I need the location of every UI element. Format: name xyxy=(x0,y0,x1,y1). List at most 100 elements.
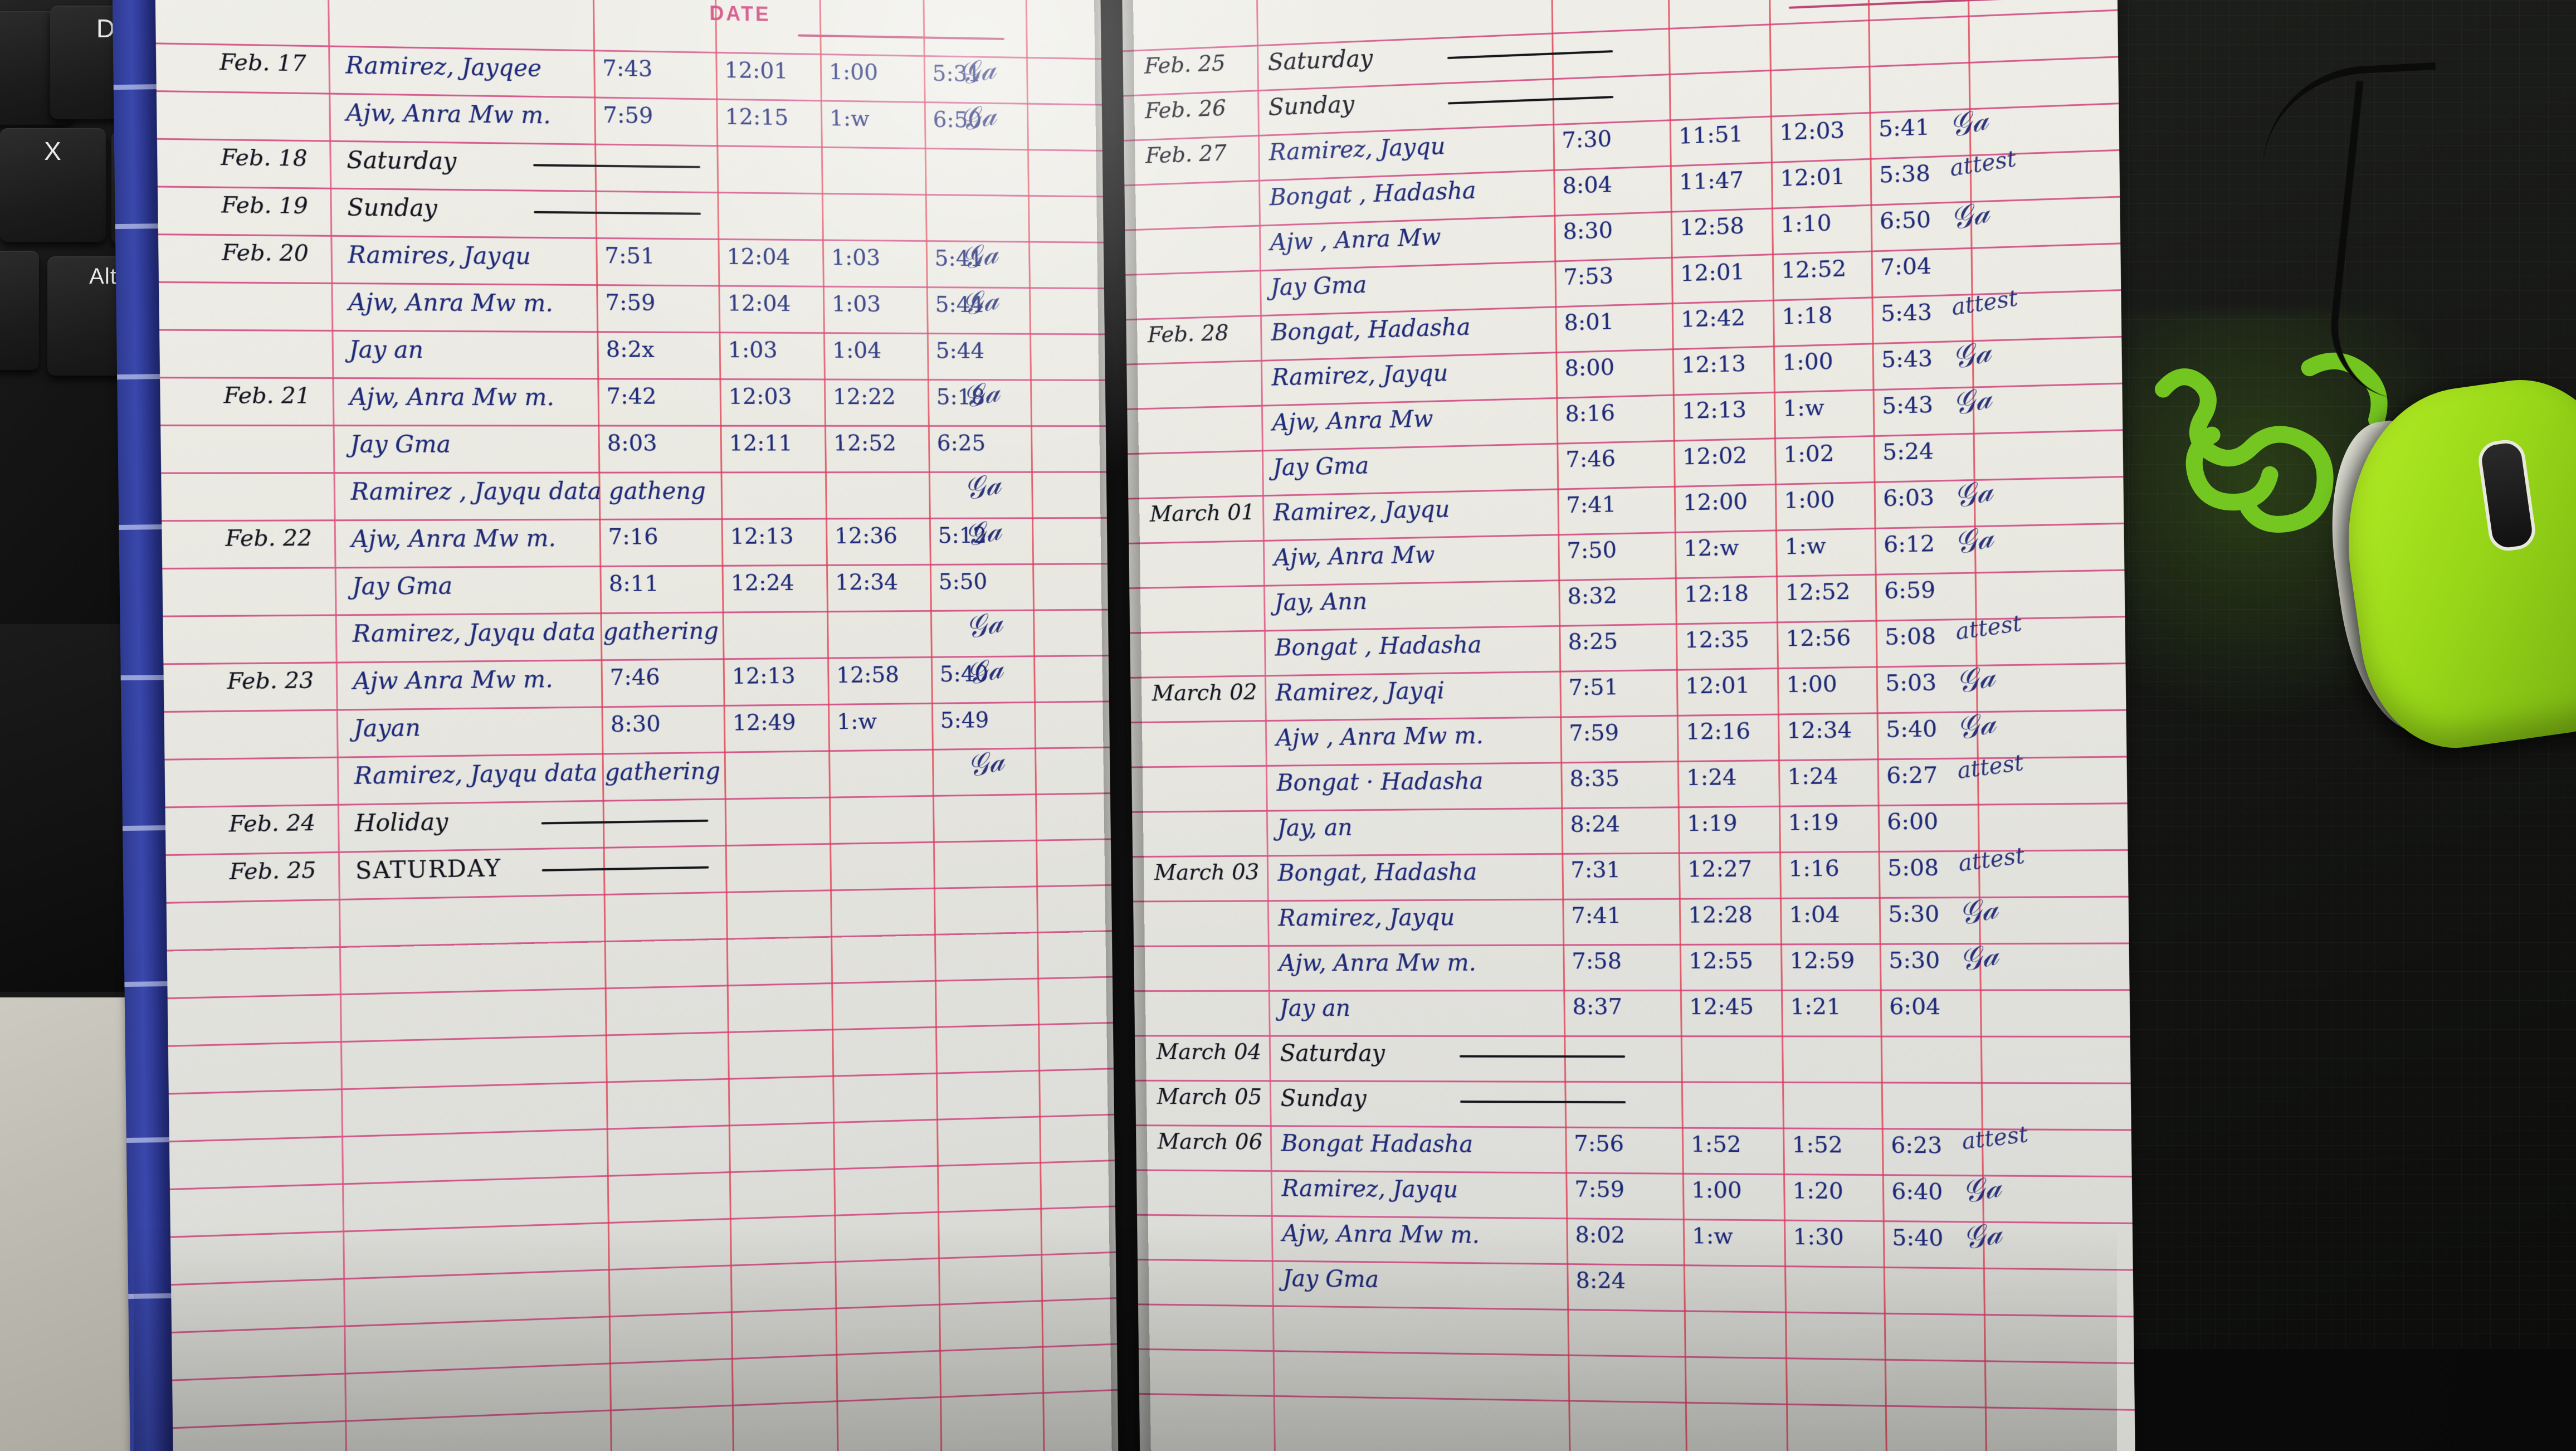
time-entry: 12:03 xyxy=(1779,117,1845,146)
log-date: March 01 xyxy=(1149,499,1255,527)
day-strikethrough xyxy=(1448,96,1614,105)
time-entry: 12:49 xyxy=(732,709,796,736)
time-entry: 5:50 xyxy=(938,569,988,595)
day-strikethrough xyxy=(541,866,709,871)
time-entry: 5:40 xyxy=(1885,716,1938,743)
log-day-label: Saturday xyxy=(1267,44,1373,76)
signature-mark: 𝒢𝒶 xyxy=(1952,657,1999,701)
day-strikethrough xyxy=(1459,1055,1626,1058)
time-entry: 1:24 xyxy=(1787,763,1838,790)
ruled-line xyxy=(170,1251,1116,1286)
time-entry: 12:36 xyxy=(834,523,898,549)
log-name: Bongat · Hadasha xyxy=(1276,767,1484,796)
log-name: Bongat, Hadasha xyxy=(1277,858,1477,887)
day-strikethrough xyxy=(1447,50,1613,60)
time-entry: 12:22 xyxy=(832,384,896,410)
signature-mark: 𝒢𝒶 xyxy=(1953,704,1999,747)
time-entry: 12:35 xyxy=(1684,626,1750,654)
time-entry: 5:43 xyxy=(1881,392,1934,420)
time-entry: 7:58 xyxy=(1572,948,1622,975)
razer-snake-logo xyxy=(2154,352,2388,533)
log-day-label: Sunday xyxy=(347,193,438,222)
signature-mark: 𝒢𝒶 xyxy=(960,465,1004,508)
signature-mark: 𝒢𝒶 xyxy=(962,603,1006,646)
log-day-label: Holiday xyxy=(354,807,448,838)
time-entry: 12:52 xyxy=(833,430,897,456)
log-name: Ramirez, Jayqi xyxy=(1275,676,1445,707)
ruled-line xyxy=(166,884,1111,904)
time-entry: 8:25 xyxy=(1568,629,1618,655)
keyboard-key-x[interactable]: X xyxy=(0,128,106,242)
time-entry: 12:13 xyxy=(731,663,796,689)
time-entry: 12:03 xyxy=(728,383,792,410)
column-divider xyxy=(819,0,840,1451)
time-entry: 12:58 xyxy=(836,662,900,688)
signature-mark: 𝒢𝒶 xyxy=(1958,1167,2005,1211)
time-entry: 8:2x xyxy=(606,337,655,363)
time-entry: 12:13 xyxy=(730,523,794,549)
time-entry: 8:02 xyxy=(1575,1222,1626,1249)
day-strikethrough xyxy=(1460,1101,1626,1104)
column-divider xyxy=(592,0,613,1451)
log-name: Ramires, Jayqu xyxy=(348,241,531,270)
ruled-line xyxy=(165,838,1111,856)
column-divider xyxy=(327,0,348,1451)
time-entry: 12:15 xyxy=(725,104,789,131)
time-entry: 1:00 xyxy=(1691,1177,1742,1204)
time-entry: 8:01 xyxy=(1564,309,1614,336)
time-entry: 12:01 xyxy=(724,57,788,84)
signature-mark: 𝒢𝒶 xyxy=(958,235,1002,277)
time-entry: 6:27 xyxy=(1886,762,1938,789)
log-date: Feb. 25 xyxy=(1144,50,1226,79)
attest-note: attest xyxy=(1950,285,2020,321)
log-day-label: Saturday xyxy=(347,146,457,175)
time-entry: 5:08 xyxy=(1887,855,1939,882)
log-name: Ramirez, Jayqu xyxy=(1278,903,1455,932)
log-name: Jay Gma xyxy=(1270,271,1367,301)
time-entry: 7:16 xyxy=(608,524,658,550)
time-entry: 1:03 xyxy=(728,337,778,363)
time-entry: 11:51 xyxy=(1678,121,1744,149)
time-entry: 8:00 xyxy=(1564,354,1615,382)
log-name: Ajw, Anra Mw m. xyxy=(351,524,557,553)
time-entry: 12:01 xyxy=(1780,163,1846,192)
time-entry: 12:16 xyxy=(1685,718,1751,745)
log-date: Feb. 26 xyxy=(1144,95,1226,124)
paper-under-laptop xyxy=(0,997,139,1451)
signature-mark: 𝒢𝒶 xyxy=(958,281,1002,323)
time-entry: 7:43 xyxy=(602,55,653,82)
log-date: Feb. 21 xyxy=(223,382,311,409)
log-name: Ajw, Anra Mw m. xyxy=(1279,948,1477,977)
log-name: Ajw, Anra Mw xyxy=(1272,405,1433,436)
log-name: Ajw , Anra Mw m. xyxy=(1276,722,1484,752)
time-entry: 5:49 xyxy=(940,707,989,734)
keyboard-key-blank-2[interactable] xyxy=(0,251,39,370)
time-entry: 7:59 xyxy=(1574,1176,1625,1203)
time-entry: 7:51 xyxy=(1568,674,1619,701)
attest-note: attest xyxy=(1960,1121,2030,1155)
date-header-rule xyxy=(1788,0,2005,9)
log-name: Ajw, Anra Mw m. xyxy=(349,383,555,411)
time-entry: 5:03 xyxy=(1885,670,1937,697)
time-entry: 12:w xyxy=(1683,534,1739,562)
time-entry: 6:03 xyxy=(1882,484,1935,512)
day-strikethrough xyxy=(541,819,709,825)
time-entry: 1:10 xyxy=(1780,210,1832,238)
time-entry: 1:w xyxy=(1691,1223,1734,1250)
log-name: Ramirez, Jayqu xyxy=(1273,495,1450,526)
log-date: March 04 xyxy=(1156,1039,1262,1065)
time-entry: 12:01 xyxy=(1685,672,1750,699)
ruled-line xyxy=(160,424,1106,427)
time-entry: 6:25 xyxy=(936,430,986,456)
log-name: Ajw, Anra Mw m. xyxy=(348,288,554,317)
log-name: Jay an xyxy=(1279,994,1351,1022)
log-name: Jayan xyxy=(353,714,421,742)
time-entry: 8:04 xyxy=(1562,172,1613,199)
log-name: Ramirez, Jayqu xyxy=(1271,359,1448,391)
time-entry: 7:46 xyxy=(1565,446,1616,473)
time-entry: 1:21 xyxy=(1790,994,1841,1020)
log-name: Bongat , Hadasha xyxy=(1275,631,1482,661)
time-entry: 8:30 xyxy=(1563,217,1613,245)
signature-mark: 𝒢𝒶 xyxy=(1955,936,2002,979)
log-date: Feb. 19 xyxy=(221,192,309,220)
